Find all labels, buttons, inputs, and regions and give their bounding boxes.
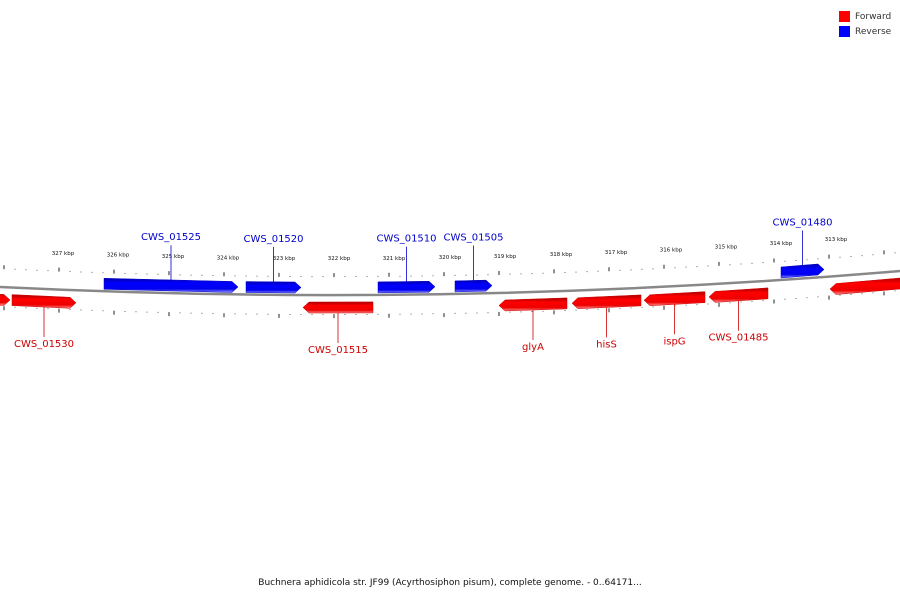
kbp-tick-label: 324 kbp: [217, 255, 240, 261]
kbp-tick-label: 320 kbp: [439, 255, 462, 261]
gene-arrow-CWS_01520: [245, 281, 302, 294]
gene-label: CWS_01515: [308, 345, 368, 356]
genome-backbone: [0, 269, 900, 297]
reverse-swatch: [839, 26, 850, 37]
kbp-tick-label: 314 kbp: [770, 241, 793, 247]
gene-arrow-CWS_01510: [377, 280, 436, 294]
gene-label: CWS_01530: [14, 339, 74, 350]
gene-label: CWS_01510: [376, 234, 436, 245]
kbp-tick-label: 323 kbp: [273, 256, 296, 262]
gene-label: glyA: [522, 342, 544, 353]
gene-arrow-glyA: [498, 297, 568, 312]
kbp-tick-label: 315 kbp: [715, 244, 738, 250]
gene-labels: CWS_01530 CWS_01525 CWS_01520 CWS_01515 CWS_…: [14, 218, 833, 357]
gene-arrow-partial: [829, 277, 900, 295]
gene-label: CWS_01480: [772, 218, 832, 229]
legend-label-forward: Forward: [855, 11, 892, 22]
kbp-tick-label: 318 kbp: [550, 252, 573, 258]
gene-arrow-CWS_01480: [780, 263, 825, 279]
gene-arrow-CWS_01530: [11, 294, 77, 309]
legend-item-forward: Forward: [839, 9, 891, 24]
kbp-tick-label: 319 kbp: [494, 254, 517, 260]
gene-arrow-CWS_01485: [708, 287, 769, 303]
forward-swatch: [839, 11, 850, 22]
kbp-tick-label: 321 kbp: [383, 256, 406, 262]
gene-arrow-partial: [0, 293, 11, 306]
gene-arrow-ispG: [643, 291, 706, 307]
kbp-tick-label: 325 kbp: [162, 254, 185, 260]
kbp-tick-label: 326 kbp: [107, 253, 130, 259]
kbp-tick-label: 313 kbp: [825, 237, 848, 243]
legend-label-reverse: Reverse: [855, 26, 892, 37]
gene-label: CWS_01520: [243, 234, 303, 245]
kbp-tick-label: 322 kbp: [328, 256, 351, 262]
kbp-tick-label: 317 kbp: [605, 250, 628, 256]
kbp-tick-label: 316 kbp: [660, 247, 683, 253]
gene-label: CWS_01485: [708, 333, 768, 344]
legend-item-reverse: Reverse: [839, 24, 891, 39]
gene-track: [0, 263, 900, 314]
legend: Forward Reverse: [839, 9, 891, 39]
gene-label: CWS_01505: [443, 233, 503, 244]
kbp-scale: 327 kbp 326 kbp 325 kbp 324 kbp 323 kbp 322 k…: [3, 237, 896, 319]
gene-label: hisS: [596, 339, 617, 350]
gene-label: ispG: [663, 336, 685, 347]
gene-label: CWS_01525: [141, 232, 201, 243]
gene-arrow-CWS_01525: [103, 278, 239, 293]
gene-arrow-CWS_01515: [302, 301, 374, 314]
genome-caption: Buchnera aphidicola str. JF99 (Acyrthosi…: [258, 578, 642, 588]
kbp-tick-label: 327 kbp: [52, 251, 75, 257]
gene-arrow-CWS_01505: [454, 279, 493, 293]
gene-arrow-hisS: [571, 294, 642, 309]
